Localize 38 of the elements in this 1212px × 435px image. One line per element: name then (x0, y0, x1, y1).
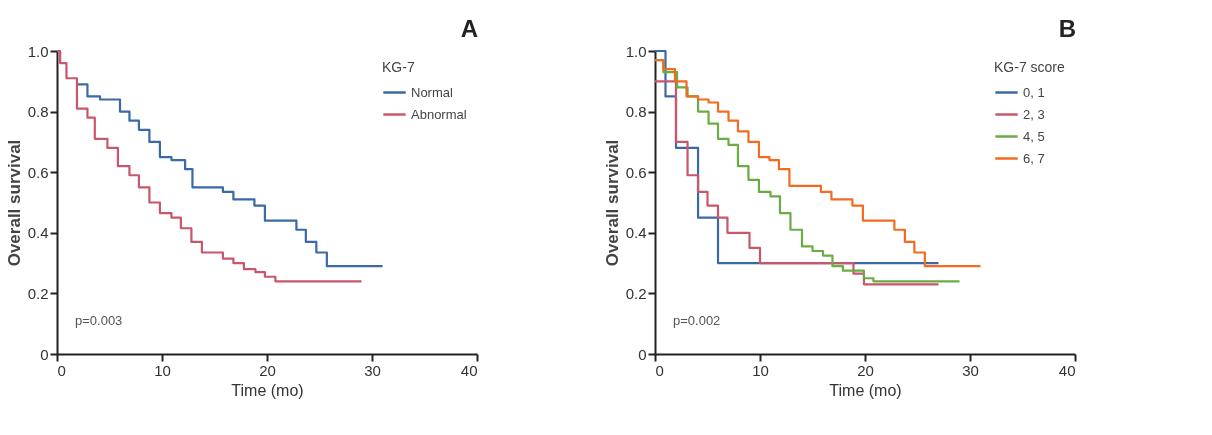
legend-title: KG-7 score (994, 59, 1066, 75)
chart-title: B (1058, 15, 1076, 42)
x-tick-label: 30 (962, 361, 979, 379)
y-tick-label: 0.4 (625, 224, 647, 242)
y-tick-label: 0.8 (27, 103, 49, 121)
y-axis-title: Overall survival (602, 139, 622, 267)
chart-title: A (460, 15, 478, 42)
y-tick-label: 0 (40, 345, 49, 363)
legend-label: Normal (411, 84, 454, 100)
legend-label: 6, 7 (1023, 150, 1045, 166)
x-axis-title: Time (mo) (829, 381, 902, 399)
y-tick-label: 1.0 (27, 42, 49, 60)
x-tick-label: 30 (364, 361, 381, 379)
x-tick-label: 10 (154, 361, 171, 379)
x-axis-title: Time (mo) (231, 381, 304, 399)
legend-label: 4, 5 (1023, 128, 1045, 144)
y-tick-label: 0.2 (27, 284, 49, 302)
x-tick-label: 40 (1058, 361, 1076, 379)
y-tick-label: 0.4 (27, 224, 49, 242)
legend-label: 2, 3 (1023, 106, 1045, 122)
x-tick-label: 20 (259, 361, 276, 379)
x-tick-label: 0 (57, 361, 66, 379)
y-tick-label: 0.2 (625, 284, 647, 302)
x-tick-label: 20 (857, 361, 874, 379)
x-tick-label: 40 (460, 361, 478, 379)
y-tick-label: 0 (638, 345, 647, 363)
annotation: p=0.002 (673, 313, 721, 328)
y-tick-label: 1.0 (625, 42, 647, 60)
y-tick-label: 0.6 (625, 163, 647, 181)
legend-title: KG-7 (382, 59, 415, 75)
y-tick-label: 0.6 (27, 163, 49, 181)
x-tick-label: 0 (655, 361, 664, 379)
annotation: p=0.003 (75, 313, 123, 328)
legend-label: 0, 1 (1023, 84, 1045, 100)
legend-label: Abnormal (411, 106, 467, 122)
y-tick-label: 0.8 (625, 103, 647, 121)
y-axis-title: Overall survival (4, 139, 24, 267)
x-tick-label: 10 (752, 361, 769, 379)
